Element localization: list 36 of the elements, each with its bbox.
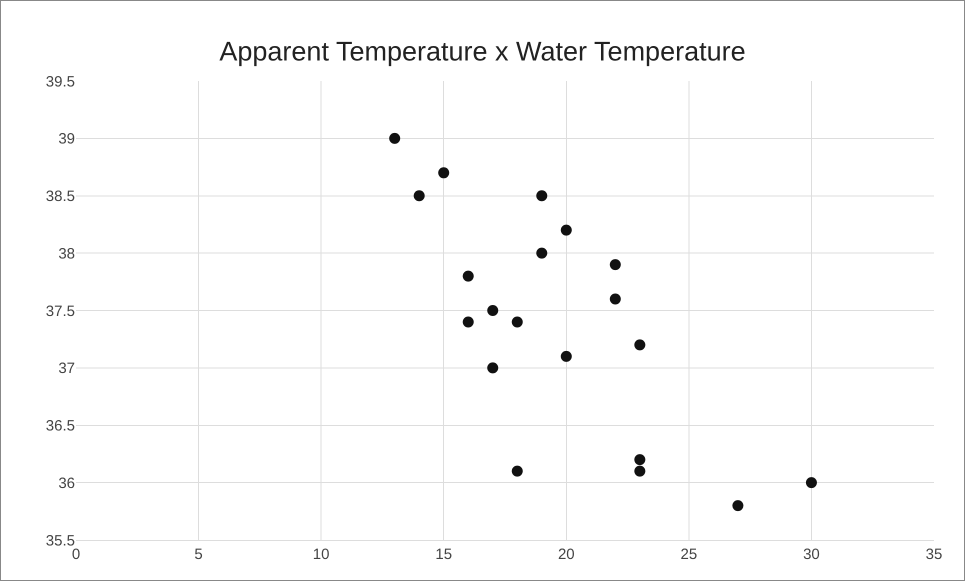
point <box>634 339 646 350</box>
point <box>487 305 498 316</box>
point <box>462 316 474 328</box>
x-tick-label: 20 <box>558 546 575 563</box>
point <box>462 270 474 282</box>
y-tick-label: 38 <box>58 245 75 262</box>
x-tick-label: 30 <box>803 546 820 563</box>
point <box>438 167 450 178</box>
x-tick-label: 5 <box>194 546 203 563</box>
point <box>732 500 744 512</box>
y-tick-label: 39.5 <box>46 73 75 90</box>
point <box>634 466 646 477</box>
x-tick-label: 15 <box>435 546 452 563</box>
point <box>536 248 548 259</box>
point <box>806 477 817 488</box>
point <box>512 466 523 477</box>
y-tick-label: 36 <box>58 474 75 492</box>
point <box>560 350 572 362</box>
point <box>389 132 400 144</box>
point <box>536 190 548 202</box>
x-tick-label: 10 <box>312 546 330 563</box>
x-tick-label: 25 <box>680 546 698 563</box>
point <box>512 316 523 328</box>
point <box>487 362 498 374</box>
point <box>610 259 621 270</box>
chart-title: Apparent Temperature x Water Temperature <box>219 36 746 66</box>
y-tick-label: 37 <box>58 360 75 378</box>
point <box>610 294 621 305</box>
point <box>414 190 425 202</box>
point <box>560 224 572 236</box>
y-tick-label: 39 <box>58 130 75 148</box>
x-tick-label: 35 <box>926 546 942 563</box>
y-tick-label: 36.5 <box>46 418 75 434</box>
y-tick-label: 38.5 <box>46 188 75 205</box>
point <box>634 454 646 466</box>
y-tick-label: 37.5 <box>46 302 75 320</box>
